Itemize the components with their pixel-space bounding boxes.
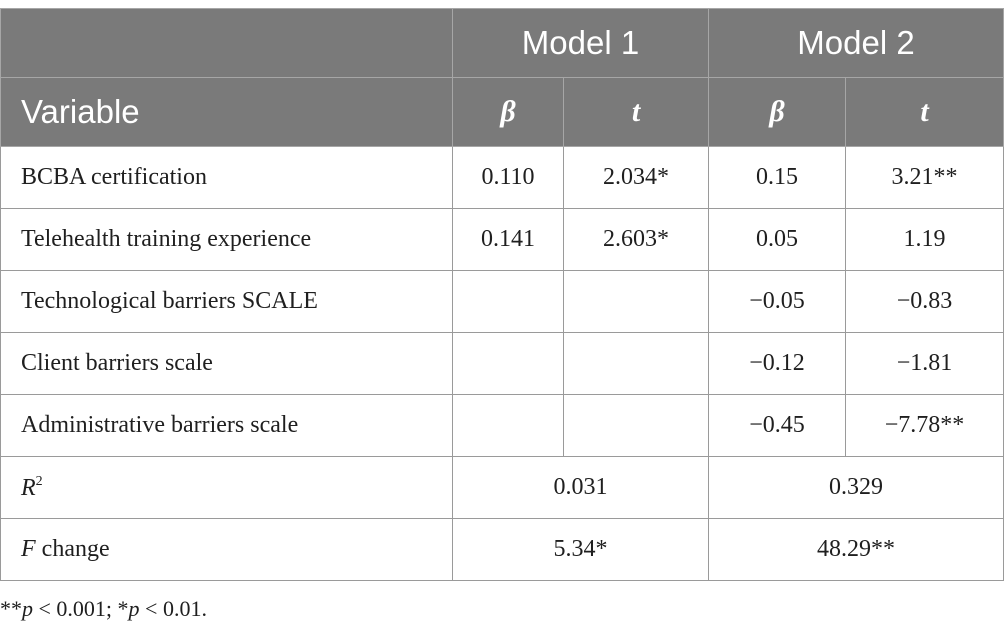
f-symbol: F — [21, 536, 36, 562]
row-label: BCBA certification — [0, 146, 453, 209]
footnote-p2: p — [128, 596, 140, 621]
f-change-label: F change — [0, 518, 453, 581]
f-change-model-2: 48.29** — [708, 518, 1004, 581]
r-symbol: R — [21, 474, 36, 501]
m2-beta-cell: −0.45 — [708, 394, 846, 457]
m1-beta-cell: 0.141 — [452, 208, 564, 271]
header-row-columns: Variable β t β t — [0, 77, 1004, 147]
header-variable: Variable — [0, 77, 453, 147]
row-label: Administrative barriers scale — [0, 394, 453, 457]
m1-beta-cell — [452, 270, 564, 333]
m2-beta-cell: −0.05 — [708, 270, 846, 333]
m2-beta-cell: 0.15 — [708, 146, 846, 209]
footnote-cond1: < 0.001; * — [33, 596, 129, 621]
row-label: Client barriers scale — [0, 332, 453, 395]
f-change-row: F change 5.34* 48.29** — [0, 518, 1004, 581]
header-m2-beta: β — [708, 77, 846, 147]
m1-t-cell — [563, 332, 709, 395]
r-superscript: 2 — [35, 473, 43, 489]
regression-table: Model 1 Model 2 Variable β t β t BCBA ce… — [0, 8, 1004, 581]
m2-beta-cell: 0.05 — [708, 208, 846, 271]
f-change-text: change — [35, 536, 110, 562]
r-squared-model-2: 0.329 — [708, 456, 1004, 519]
header-row-models: Model 1 Model 2 — [0, 8, 1004, 78]
m1-beta-cell: 0.110 — [452, 146, 564, 209]
m2-t-cell: 3.21** — [845, 146, 1004, 209]
m1-t-cell: 2.034* — [563, 146, 709, 209]
m1-t-cell: 2.603* — [563, 208, 709, 271]
table-row: Telehealth training experience 0.141 2.6… — [0, 208, 1004, 271]
header-model-2: Model 2 — [708, 8, 1004, 78]
m1-t-cell — [563, 394, 709, 457]
m1-beta-cell — [452, 394, 564, 457]
footnote-p1: p — [22, 596, 33, 621]
m2-t-cell: −0.83 — [845, 270, 1004, 333]
row-label: Technological barriers SCALE — [0, 270, 453, 333]
header-blank-cell — [0, 8, 453, 78]
header-m2-t: t — [845, 77, 1004, 147]
m2-beta-cell: −0.12 — [708, 332, 846, 395]
m2-t-cell: −1.81 — [845, 332, 1004, 395]
header-model-1: Model 1 — [452, 8, 709, 78]
f-change-model-1: 5.34* — [452, 518, 709, 581]
r-squared-model-1: 0.031 — [452, 456, 709, 519]
m1-t-cell — [563, 270, 709, 333]
row-label: Telehealth training experience — [0, 208, 453, 271]
header-m1-beta: β — [452, 77, 564, 147]
table-row: Technological barriers SCALE −0.05 −0.83 — [0, 270, 1004, 333]
table-row: Client barriers scale −0.12 −1.81 — [0, 332, 1004, 395]
r-squared-row: R2 0.031 0.329 — [0, 456, 1004, 519]
r-squared-label: R2 — [0, 456, 453, 519]
footnote-stars: ** — [0, 596, 22, 621]
header-m1-t: t — [563, 77, 709, 147]
m2-t-cell: 1.19 — [845, 208, 1004, 271]
table-row: Administrative barriers scale −0.45 −7.7… — [0, 394, 1004, 457]
m1-beta-cell — [452, 332, 564, 395]
table-row: BCBA certification 0.110 2.034* 0.15 3.2… — [0, 146, 1004, 209]
table-footnote: **p < 0.001; *p < 0.01. — [0, 596, 207, 622]
m2-t-cell: −7.78** — [845, 394, 1004, 457]
footnote-cond2: < 0.01. — [139, 596, 207, 621]
